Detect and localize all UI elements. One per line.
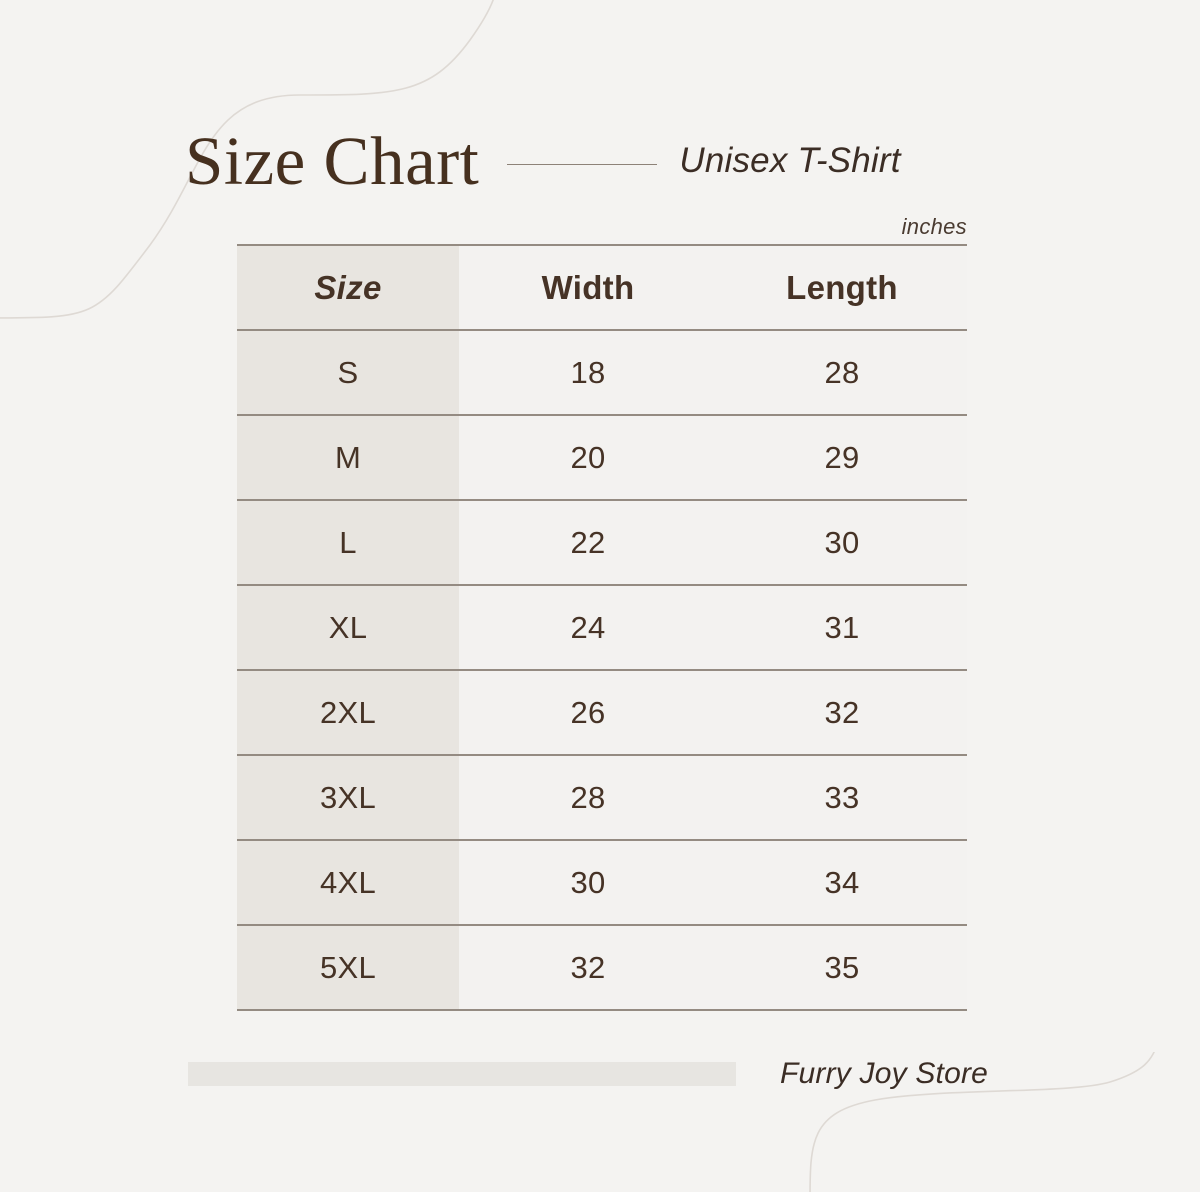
cell-length: 35	[717, 924, 967, 1011]
cell-length: 30	[717, 499, 967, 585]
cell-length: 28	[717, 329, 967, 415]
cell-size: 3XL	[237, 754, 459, 840]
cell-size: L	[237, 499, 459, 585]
cell-length: 34	[717, 839, 967, 925]
table-row: M 20 29	[237, 414, 967, 500]
table-header: Size Width Length	[237, 244, 967, 330]
cell-length: 33	[717, 754, 967, 840]
page-title: Size Chart	[185, 122, 480, 199]
cell-length: 31	[717, 584, 967, 670]
product-subtitle: Unisex T-Shirt	[679, 141, 901, 180]
cell-width: 30	[459, 839, 717, 925]
cell-width: 18	[459, 329, 717, 415]
table-row: XL 24 31	[237, 584, 967, 670]
table-row: 4XL 30 34	[237, 839, 967, 925]
table-body: S 18 28 M 20 29 L 22 30 XL 24 31 2XL 26	[237, 329, 967, 1011]
chart-header: Size Chart Unisex T-Shirt	[185, 118, 1045, 204]
chart-footer: Furry Joy Store	[188, 1056, 1048, 1092]
size-table-container: Size Width Length S 18 28 M 20 29 L 22 3…	[237, 244, 967, 1011]
table-row: 5XL 32 35	[237, 924, 967, 1011]
cell-width: 32	[459, 924, 717, 1011]
cell-width: 24	[459, 584, 717, 670]
units-label: inches	[901, 214, 967, 239]
cell-size: 5XL	[237, 924, 459, 1011]
store-brand-label: Furry Joy Store	[780, 1057, 989, 1090]
cell-size: M	[237, 414, 459, 500]
cell-width: 28	[459, 754, 717, 840]
cell-size: 4XL	[237, 839, 459, 925]
cell-size: S	[237, 329, 459, 415]
cell-width: 22	[459, 499, 717, 585]
cell-size: 2XL	[237, 669, 459, 755]
cell-length: 32	[717, 669, 967, 755]
column-header-size: Size	[237, 244, 459, 330]
table-row: L 22 30	[237, 499, 967, 585]
cell-width: 26	[459, 669, 717, 755]
column-header-width: Width	[459, 244, 717, 330]
table-header-row: Size Width Length	[237, 244, 967, 330]
table-row: 2XL 26 32	[237, 669, 967, 755]
column-header-length: Length	[717, 244, 967, 330]
size-table: Size Width Length S 18 28 M 20 29 L 22 3…	[237, 244, 967, 1011]
table-row: S 18 28	[237, 329, 967, 415]
table-row: 3XL 28 33	[237, 754, 967, 840]
title-divider-rule	[507, 163, 658, 165]
footer-accent-bar	[188, 1062, 736, 1086]
cell-length: 29	[717, 414, 967, 500]
cell-size: XL	[237, 584, 459, 670]
cell-width: 20	[459, 414, 717, 500]
